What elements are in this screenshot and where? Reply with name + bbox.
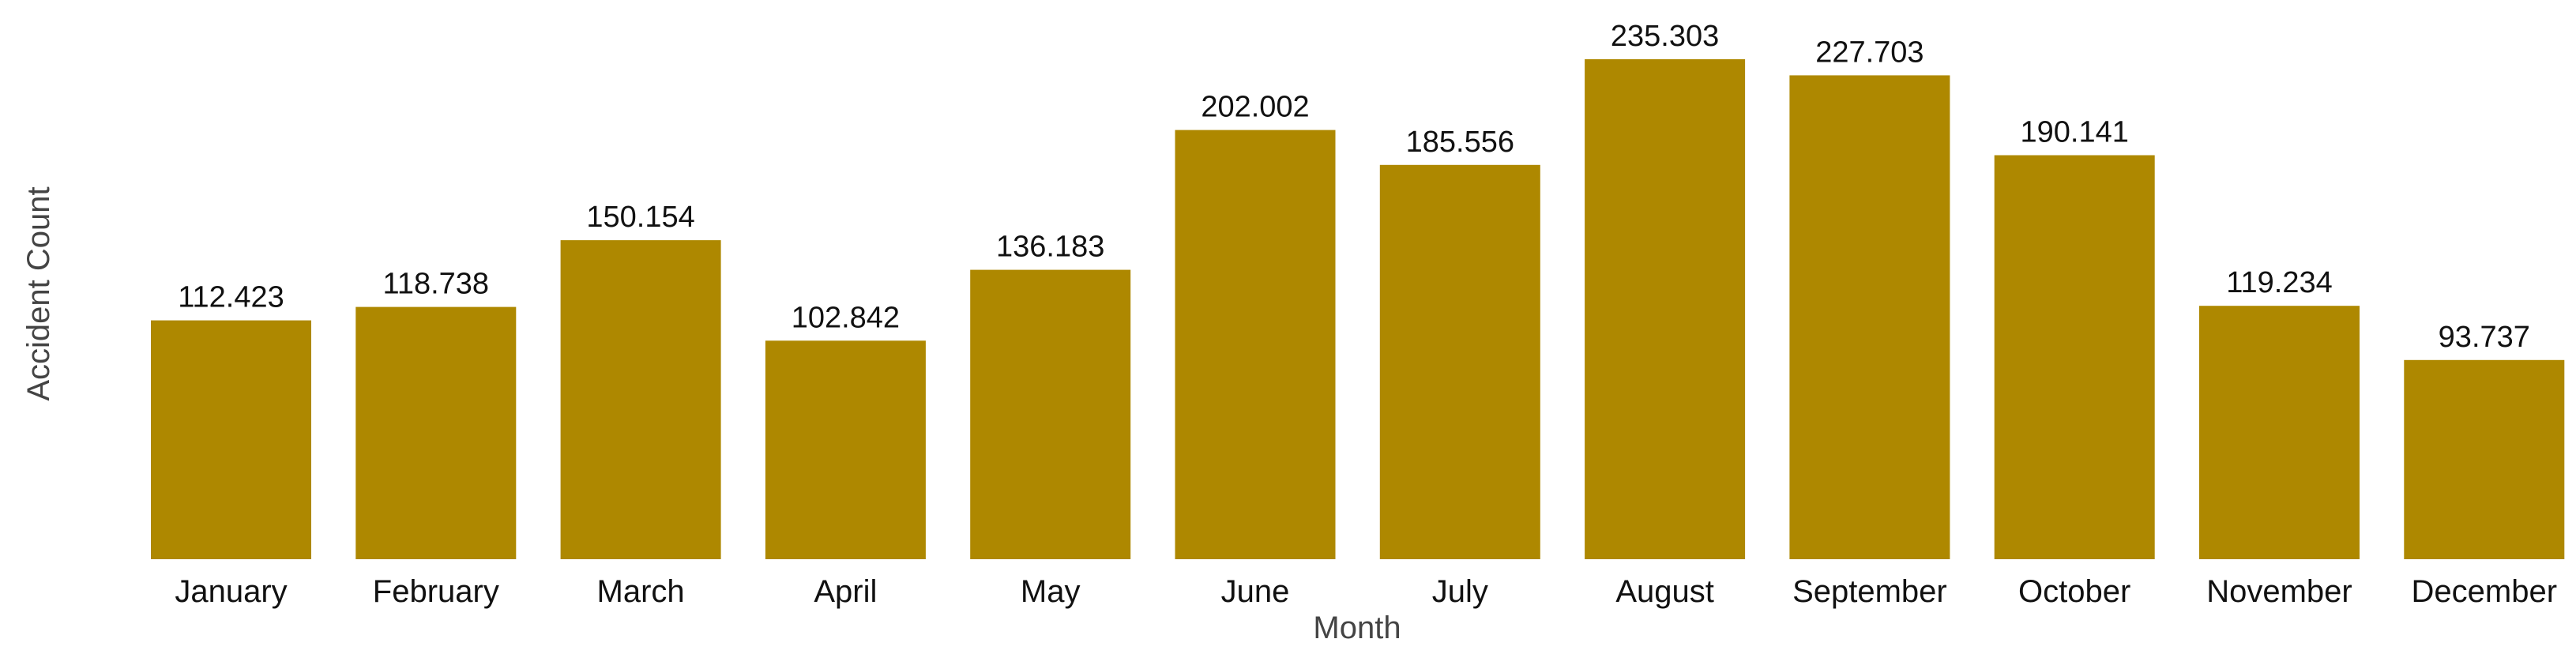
bar-february	[355, 306, 517, 559]
bar-value-label-september: 227.703	[1815, 36, 1924, 69]
bar-march	[560, 240, 721, 559]
x-tick-label-june: June	[1221, 574, 1290, 609]
x-tick-label-march: March	[597, 574, 685, 609]
bar-value-label-march: 150.154	[586, 201, 694, 234]
x-tick-label-december: December	[2412, 574, 2558, 609]
bar-january	[151, 320, 311, 559]
bar-value-label-october: 190.141	[2021, 116, 2129, 149]
bar-value-label-may: 136.183	[996, 231, 1104, 264]
x-axis-title: Month	[1313, 611, 1401, 645]
bar-november	[2199, 306, 2360, 559]
x-tick-label-september: September	[1792, 574, 1947, 609]
y-axis-title: Accident Count	[21, 186, 56, 400]
bar-september	[1789, 75, 1950, 559]
bars-group	[151, 59, 2565, 560]
bar-value-label-august: 235.303	[1611, 20, 1719, 53]
x-tick-label-august: August	[1615, 574, 1714, 609]
x-tick-label-february: February	[373, 574, 499, 609]
bar-july	[1379, 164, 1540, 560]
bar-october	[1994, 155, 2155, 559]
x-tick-label-november: November	[2206, 574, 2352, 609]
bar-value-label-february: 118.738	[383, 268, 490, 301]
x-tick-label-january: January	[175, 574, 287, 609]
bar-labels-group: 112.423 118.738 150.154 102.842 136.183 202.0…	[178, 20, 2530, 354]
x-tick-label-april: April	[814, 574, 877, 609]
bar-december	[2404, 359, 2565, 559]
bar-april	[765, 340, 926, 559]
bar-value-label-april: 102.842	[792, 301, 900, 334]
x-tick-labels-group: January February March April May June July Augu…	[175, 574, 2557, 609]
x-tick-label-july: July	[1432, 574, 1488, 609]
x-tick-label-may: May	[1021, 574, 1081, 609]
bar-may	[970, 269, 1131, 559]
bar-value-label-november: 119.234	[2226, 266, 2333, 299]
bar-august	[1585, 59, 1746, 559]
bar-value-label-july: 185.556	[1406, 126, 1514, 159]
bar-value-label-december: 93.737	[2439, 321, 2530, 354]
bar-value-label-january: 112.423	[178, 281, 284, 314]
bar-value-label-june: 202.002	[1201, 91, 1309, 124]
bar-june	[1175, 130, 1336, 560]
x-tick-label-october: October	[2018, 574, 2130, 609]
